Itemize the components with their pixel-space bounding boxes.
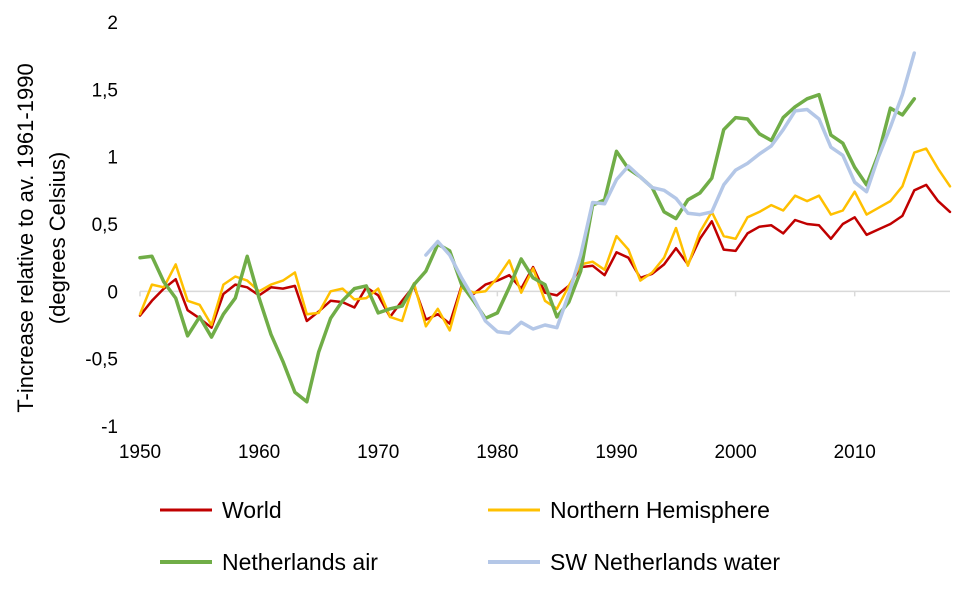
- x-tick-label: 1960: [238, 442, 280, 463]
- x-tick-label: 2000: [714, 442, 756, 463]
- x-tick-label: 1990: [595, 442, 637, 463]
- x-tick-label: 1970: [357, 442, 399, 463]
- y-tick-labels: 2 1,5 1 0,5 0 -0,5 -1: [85, 13, 118, 438]
- x-tick-label: 2010: [834, 442, 876, 463]
- y-axis-title-line-1: T-increase relative to av. 1961-1990: [13, 63, 38, 412]
- y-axis-title-line-2: (degrees Celsius): [45, 152, 70, 324]
- legend-label-world: World: [222, 497, 282, 523]
- y-tick-label: 2: [107, 13, 118, 34]
- x-tick-label: 1980: [476, 442, 518, 463]
- y-axis-title: T-increase relative to av. 1961-1990 (de…: [13, 63, 70, 412]
- series-line-northern-hemisphere: [138, 147, 952, 332]
- series-line-sw-netherlands-water: [424, 51, 917, 335]
- legend: World Northern Hemisphere Netherlands air S…: [160, 497, 780, 575]
- y-tick-label: 1,5: [92, 80, 118, 101]
- x-tick-labels: 1950 1960 1970 1980 1990 2000 2010: [119, 442, 876, 463]
- legend-label-northern-hemisphere: Northern Hemisphere: [550, 497, 770, 523]
- legend-label-sw-netherlands-water: SW Netherlands water: [550, 549, 780, 575]
- y-tick-label: -1: [101, 417, 118, 438]
- series-line-world: [138, 183, 952, 329]
- series-lines: [138, 51, 952, 404]
- series-line-netherlands-air: [138, 92, 917, 404]
- y-tick-label: 1: [107, 148, 118, 169]
- y-tick-label: -0,5: [85, 350, 118, 371]
- x-tick-label: 1950: [119, 442, 161, 463]
- legend-label-netherlands-air: Netherlands air: [222, 549, 378, 575]
- y-tick-label: 0,5: [92, 215, 118, 236]
- y-tick-label: 0: [107, 282, 118, 303]
